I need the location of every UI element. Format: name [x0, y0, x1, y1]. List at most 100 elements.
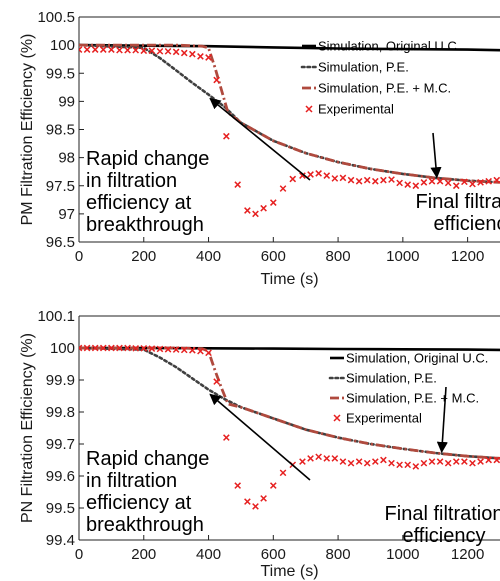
chart2-series-4-point: [91, 344, 99, 352]
chart1: 96.5 97 97.5 98 98.5 99 99.5 100 100.5 0 200 400 600…: [19, 9, 500, 288]
chart2-series-4-point: [331, 455, 339, 462]
chart2: 99.4 99.5 99.6 99.7 99.8 99.9 100 100.1 0 200 400 6…: [19, 308, 500, 580]
chart1-series-4-point: [436, 177, 444, 185]
chart1-ytick-label: 99.5: [46, 65, 75, 82]
chart1-legend: Simulation, Original U.C. Simulation, P.E…: [300, 39, 460, 117]
chart1-series-4-point: [444, 179, 452, 187]
chart2-series-4-point: [469, 459, 476, 467]
chart2-series-4-point: [223, 434, 230, 441]
chart1-plot-area: [79, 43, 500, 218]
chart2-xtick-label: 800: [326, 546, 351, 563]
chart1-series-4-point: [371, 177, 379, 185]
chart1-series-4-point: [493, 176, 500, 184]
chart1-series-4-point: [213, 76, 220, 84]
chart2-series-4-point: [279, 469, 287, 477]
chart2-series-4-point: [299, 458, 306, 465]
chart1-y-axis-label: PM Filtration Efficiency (%): [19, 34, 36, 226]
chart2-series-4-point: [124, 344, 131, 352]
chart1-series-4-point: [477, 179, 484, 186]
chart2-annotation-arrow: [436, 386, 448, 454]
chart2-series-4-point: [339, 458, 347, 465]
chart1-annotation-arrow: [209, 97, 311, 181]
chart2-series-4-markers: [79, 344, 500, 510]
chart1-xtick-label: 1000: [386, 248, 419, 265]
chart2-series-4-point: [307, 455, 314, 462]
chart2-xtick-label: 600: [261, 546, 286, 563]
chart2-series-4-point: [444, 459, 452, 467]
chart1-series-4-point: [124, 46, 131, 54]
chart1-ytick-label: 97.5: [46, 178, 75, 195]
chart2-series-4-point: [213, 378, 220, 385]
chart2-legend-label: Simulation, P.E. + M.C.: [346, 391, 479, 406]
chart2-series-4-point: [323, 455, 331, 462]
chart1-series-4-point: [180, 49, 188, 57]
chart2-series-4-point: [452, 458, 460, 465]
chart1-series-4-point: [172, 48, 180, 56]
chart1-series-4-point: [388, 176, 395, 183]
chart2-series-4-point: [380, 456, 387, 464]
chart2-xtick-label: 0: [75, 546, 83, 563]
chart2-legend-swatch: [333, 414, 341, 422]
chart1-series-2-line: [79, 43, 500, 184]
chart1-legend-label: Experimental: [318, 102, 394, 117]
chart1-legend-label: Simulation, P.E.: [318, 60, 409, 75]
chart1-series-4-point: [234, 181, 242, 188]
chart2-series-4-point: [436, 458, 444, 465]
chart1-series-4-point: [323, 172, 331, 179]
chart2-y-axis-label: PN Filtration Efficiency (%): [19, 333, 36, 523]
chart2-ytick-label: 100: [50, 340, 75, 357]
chart2-xtick-label: 200: [131, 546, 156, 563]
chart2-series-4-point: [172, 346, 180, 353]
chart2-ytick-label: 100.1: [37, 308, 75, 325]
chart1-ytick-label: 96.5: [46, 234, 75, 251]
chart2-series-4-point: [388, 459, 395, 467]
chart1-xtick-label: 0: [75, 248, 83, 265]
chart2-legend-label: Simulation, Original U.C.: [346, 351, 488, 366]
chart2-series-4-point: [156, 345, 164, 353]
chart2-series-4-point: [252, 503, 259, 510]
chart1-ytick-label: 98: [58, 150, 75, 167]
chart2-annotation-text: Final filtration efficiency: [385, 503, 500, 547]
chart2-series-4-point: [244, 498, 251, 505]
chart2-series-4-point: [99, 344, 107, 352]
chart2-series-4-point: [116, 344, 123, 352]
chart1-series-4-point: [469, 180, 476, 188]
chart1-series-4-point: [299, 172, 306, 179]
chart2-series-4-point: [420, 459, 428, 467]
chart2-series-4-point: [140, 344, 148, 352]
chart1-series-4-point: [307, 171, 314, 178]
chart1-series-4-point: [244, 207, 251, 214]
chart2-series-4-point: [189, 346, 196, 354]
chart1-series-4-markers: [79, 46, 500, 218]
chart2-xtick-label: 1200: [451, 546, 484, 563]
chart1-xtick-label: 600: [261, 248, 286, 265]
chart1-series-4-point: [339, 174, 347, 182]
chart2-ytick-label: 99.6: [46, 468, 75, 485]
chart1-legend-label: Simulation, Original U.C.: [318, 39, 460, 54]
chart1-ytick-label: 99: [58, 93, 75, 110]
chart1-series-4-point: [223, 132, 230, 140]
chart2-annotation-arrow: [209, 393, 311, 481]
chart1-series-4-point: [289, 175, 297, 183]
chart2-series-4-point: [404, 461, 412, 469]
chart2-series-4-point: [493, 456, 500, 464]
chart1-ytick-label: 98.5: [46, 122, 75, 139]
chart2-ytick-label: 99.8: [46, 404, 75, 421]
chart1-series-4-point: [252, 210, 259, 218]
chart2-x-axis-label: Time (s): [260, 563, 318, 580]
chart2-series-4-point: [428, 458, 436, 465]
chart1-series-4-point: [461, 178, 468, 186]
chart2-ytick-label: 99.5: [46, 500, 75, 517]
chart1-series-4-point: [140, 47, 148, 55]
chart2-series-4-point: [412, 463, 420, 470]
chart1-series-4-point: [197, 53, 204, 60]
chart1-xtick-label: 800: [326, 248, 351, 265]
chart1-series-4-point: [315, 170, 322, 177]
chart1-series-4-point: [355, 177, 363, 185]
chart1-series-4-point: [412, 182, 420, 190]
chart2-ytick-label: 99.9: [46, 372, 75, 389]
chart2-legend-label: Experimental: [346, 411, 422, 426]
chart1-series-4-point: [116, 46, 123, 54]
